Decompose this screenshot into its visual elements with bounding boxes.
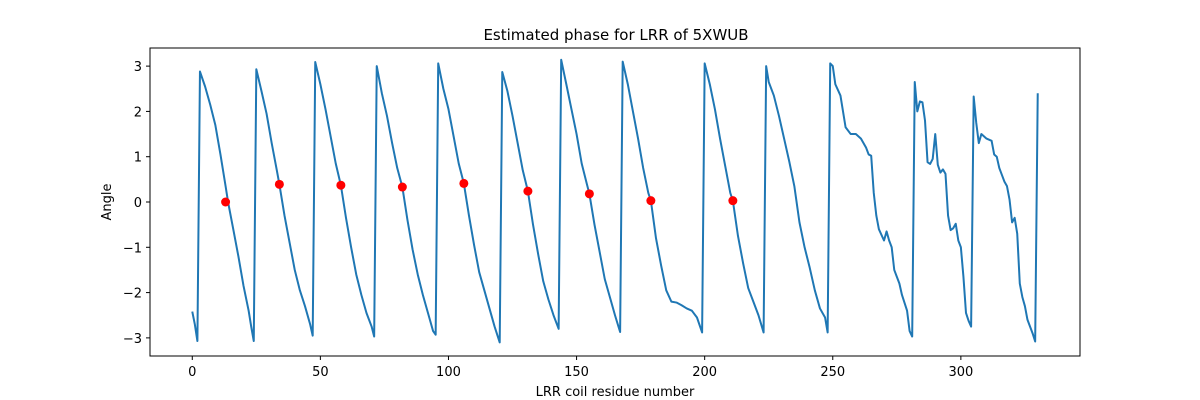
- x-tick-label: 150: [564, 365, 589, 380]
- y-tick-label: −1: [123, 241, 142, 256]
- x-tick-label: 300: [948, 365, 973, 380]
- phase-marker-4: [397, 182, 407, 192]
- phase-marker-7: [584, 189, 594, 199]
- x-tick-label: 250: [820, 365, 845, 380]
- axes-frame: [149, 47, 1081, 357]
- x-tick-label: 100: [436, 365, 461, 380]
- y-tick-label: −3: [123, 332, 142, 347]
- x-tick-label: 0: [188, 365, 196, 380]
- phase-marker-9: [728, 196, 738, 206]
- y-tick-label: 2: [134, 105, 142, 120]
- plot-area: [191, 58, 1039, 344]
- phase-marker-2: [274, 179, 284, 189]
- y-tick-label: −2: [123, 287, 142, 302]
- phase-marker-3: [336, 180, 346, 190]
- phase-marker-5: [459, 178, 469, 188]
- y-tick-label: 0: [134, 196, 142, 211]
- phase-marker-8: [646, 196, 656, 206]
- y-axis-label: Angle: [100, 184, 115, 221]
- y-axis: −3 −2 −1 0 1 2 3: [123, 60, 150, 347]
- chart-title: Estimated phase for LRR of 5XWUB: [483, 26, 748, 44]
- x-axis-label: LRR coil residue number: [536, 385, 695, 400]
- x-axis: 0 50 100 150 200 250 300: [188, 356, 973, 380]
- phase-line: [191, 58, 1039, 344]
- x-tick-label: 200: [692, 365, 717, 380]
- y-tick-label: 3: [134, 60, 142, 75]
- phase-marker-1: [221, 197, 231, 207]
- phase-marker-6: [523, 186, 533, 196]
- y-tick-label: 1: [134, 151, 142, 166]
- x-tick-label: 50: [312, 365, 329, 380]
